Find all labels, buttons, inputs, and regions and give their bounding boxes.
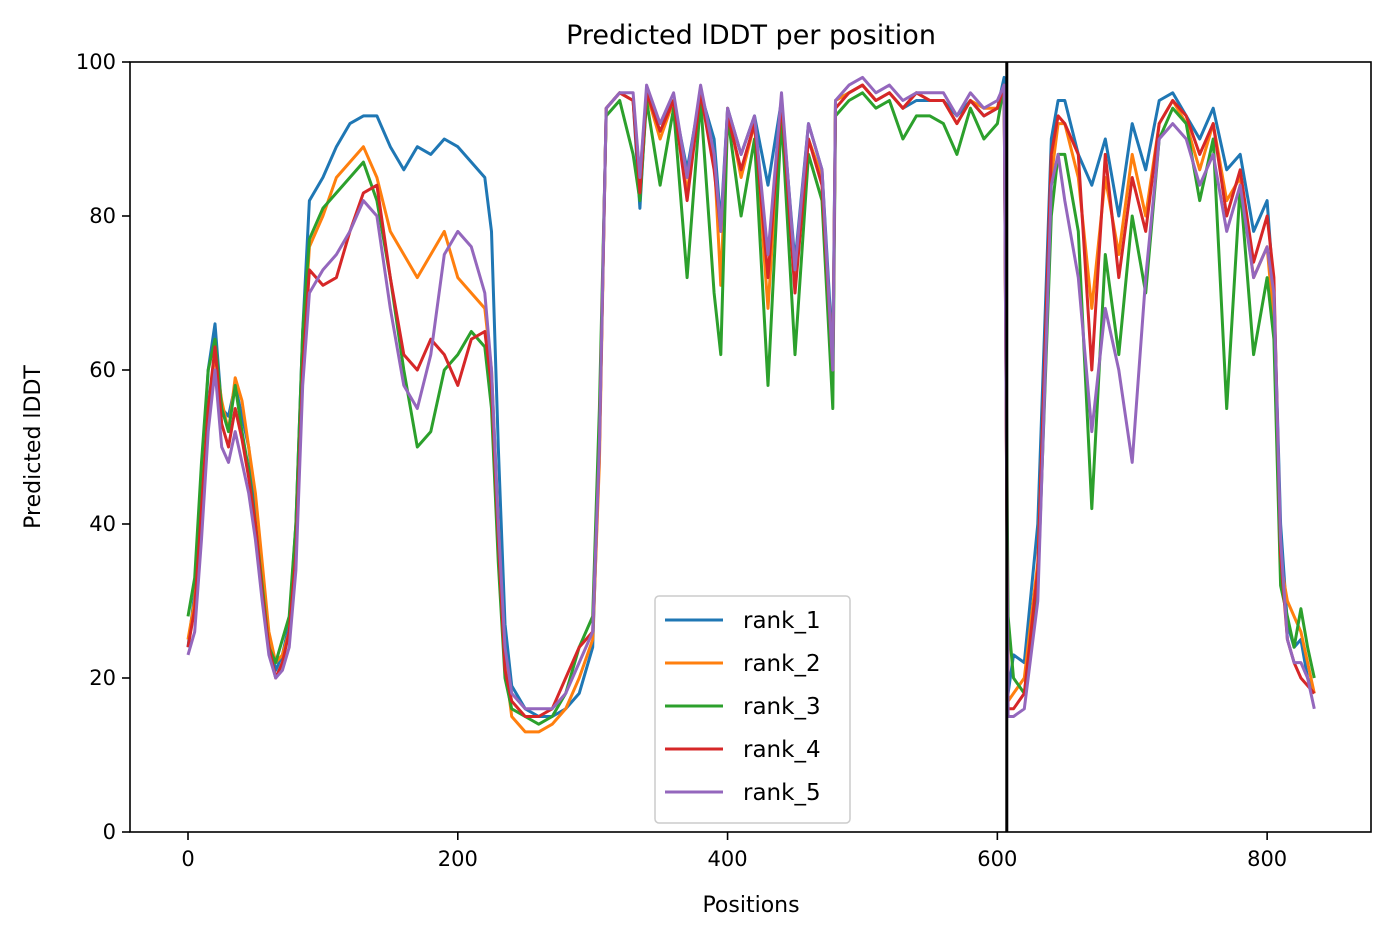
y-tick-label: 100 <box>76 50 116 74</box>
plot-frame <box>129 61 1372 833</box>
y-axis-label: Predicted lDDT <box>21 365 46 529</box>
legend-label: rank_3 <box>743 694 821 720</box>
y-tick-label: 0 <box>103 820 116 844</box>
chart-title: Predicted lDDT per position <box>566 20 936 51</box>
plot-lines <box>186 75 1316 734</box>
y-tick-label: 60 <box>89 358 116 382</box>
x-axis-label: Positions <box>702 893 799 918</box>
x-tick-label: 400 <box>708 847 748 871</box>
x-tick-label: 200 <box>438 847 478 871</box>
legend-label: rank_4 <box>743 737 821 763</box>
y-axis: 0 20 40 60 80 100 <box>76 50 130 844</box>
series-line-rank-5 <box>186 75 1316 718</box>
x-tick-label: 0 <box>181 847 194 871</box>
legend-box <box>654 595 851 824</box>
x-tick-label: 600 <box>977 847 1017 871</box>
series-line-rank-3 <box>186 83 1316 726</box>
x-tick-label: 800 <box>1247 847 1287 871</box>
legend: rank_1 rank_2 rank_3 rank_4 rank_5 <box>654 595 851 824</box>
legend-label: rank_2 <box>743 651 821 677</box>
y-tick-label: 40 <box>89 512 116 536</box>
x-axis: 0 200 400 600 800 <box>181 832 1287 871</box>
y-tick-label: 20 <box>89 666 116 690</box>
y-tick-label: 80 <box>89 204 116 228</box>
legend-label: rank_5 <box>743 780 821 806</box>
legend-label: rank_1 <box>743 608 821 634</box>
